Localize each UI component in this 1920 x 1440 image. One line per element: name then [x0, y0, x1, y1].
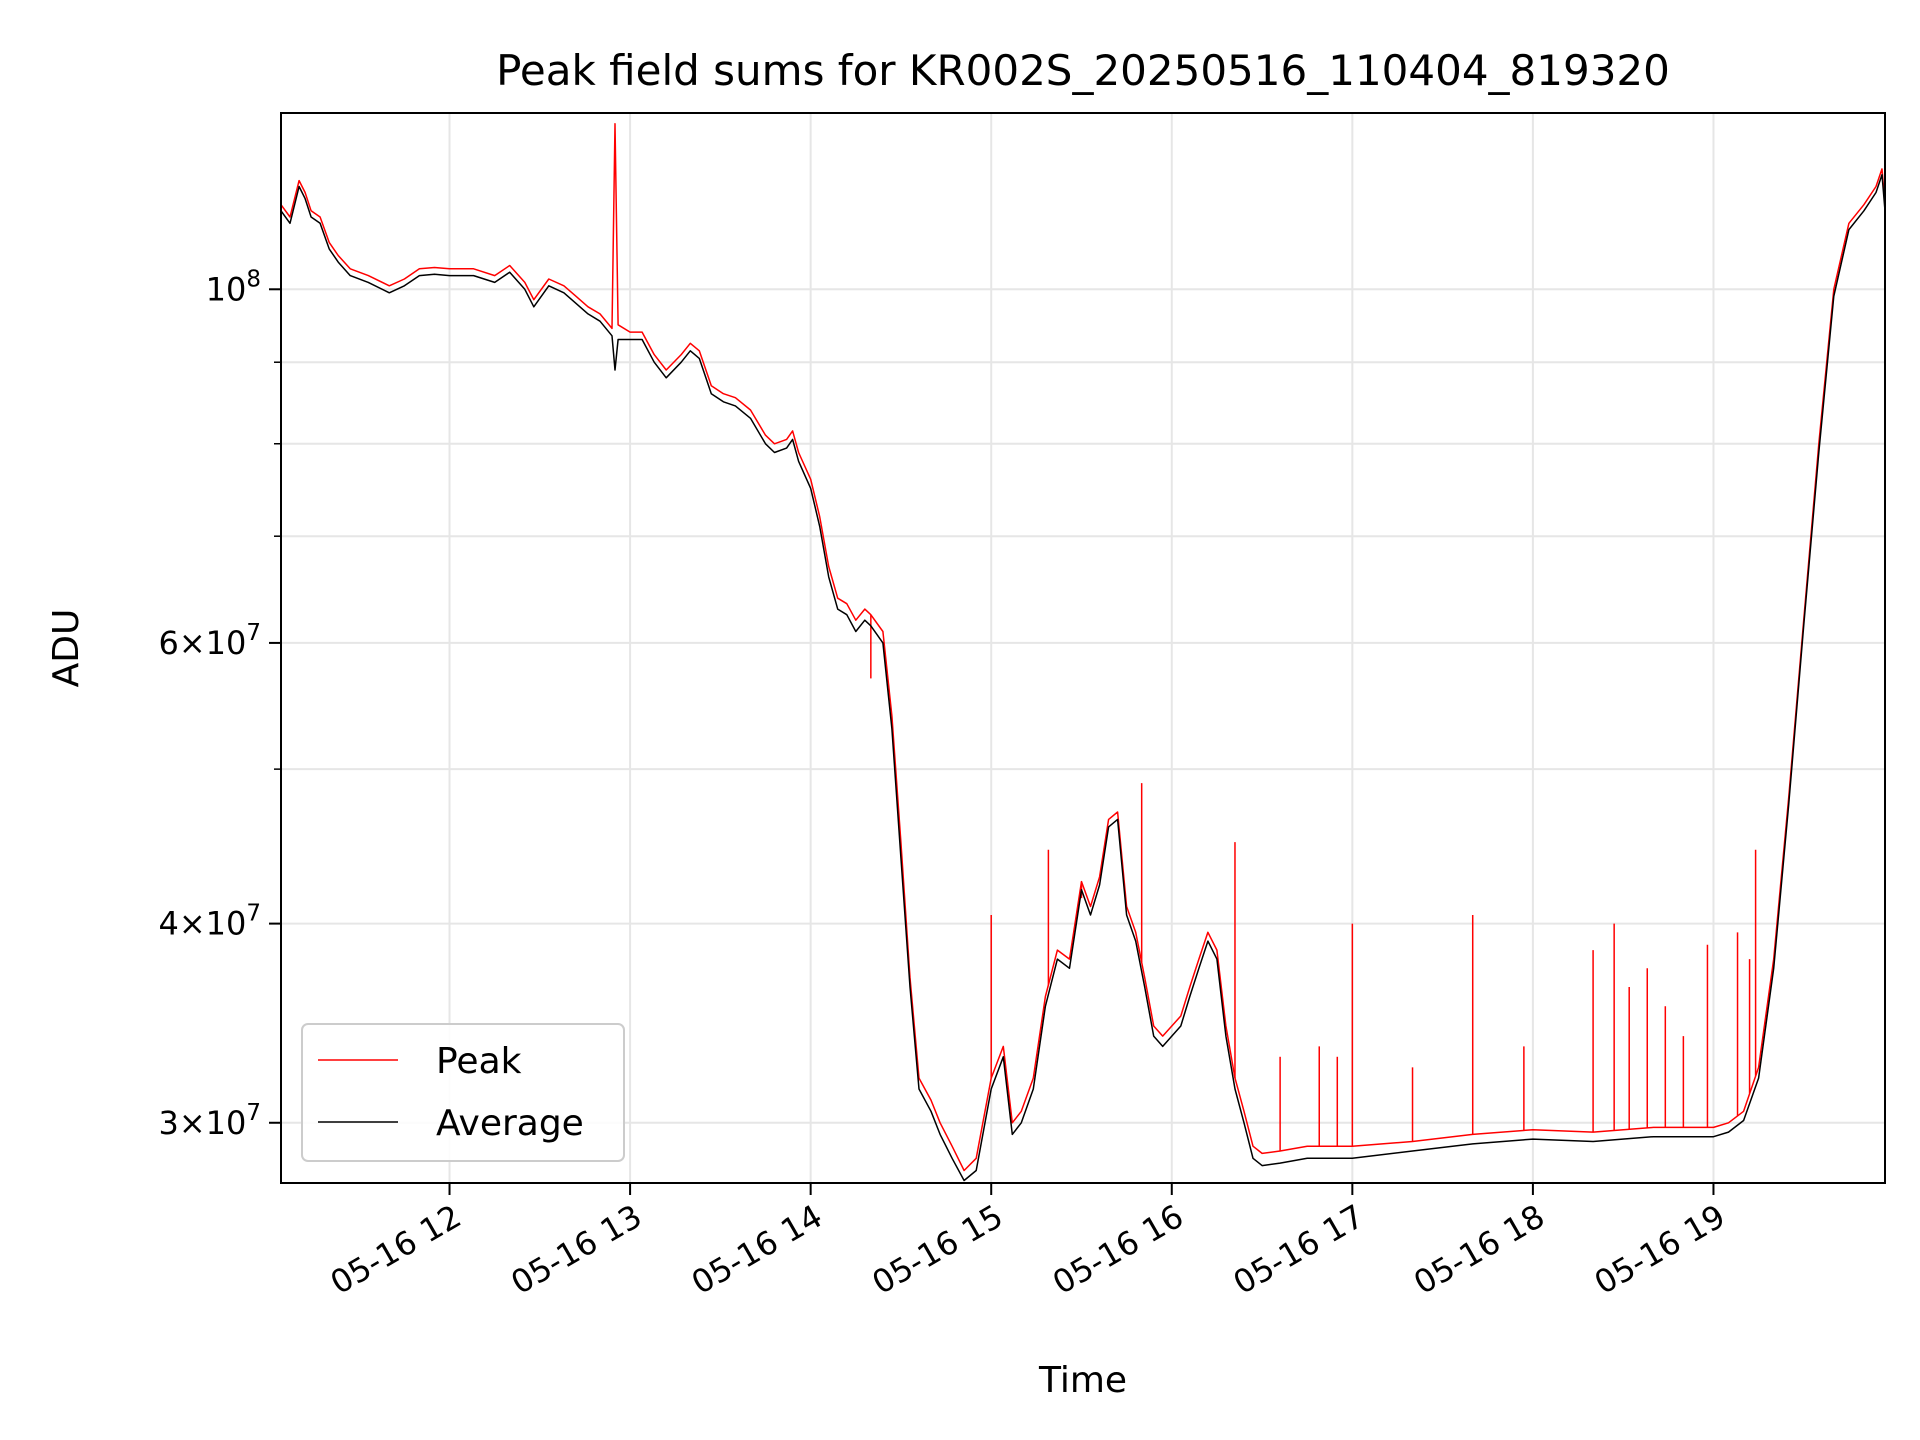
y-axis-ticks: 108 6×107 4×107 3×107: [158, 266, 281, 1142]
legend-label-peak: Peak: [436, 1041, 522, 1082]
legend-box: [301, 1023, 625, 1162]
y-axis-label: ADU: [46, 609, 87, 688]
x-axis-label: Time: [1038, 1360, 1127, 1401]
legend-label-average: Average: [436, 1103, 584, 1144]
series-line-peak: [281, 123, 1885, 1172]
series-line-average: [281, 173, 1885, 1182]
chart-title: Peak field sums for KR002S_20250516_1104…: [496, 46, 1670, 95]
legend: Peak Average: [301, 1023, 625, 1162]
y-tick-label: 3×107: [158, 1100, 261, 1142]
y-tick-label: 4×107: [158, 901, 261, 943]
plot-frame: [280, 112, 1886, 1184]
series-peak: [281, 123, 1885, 1172]
series-average: [281, 173, 1885, 1182]
y-tick-label: 108: [206, 266, 261, 308]
series-layer: [281, 123, 1885, 1182]
grid-lines: [281, 113, 1885, 1183]
y-tick-label: 6×107: [158, 620, 261, 662]
